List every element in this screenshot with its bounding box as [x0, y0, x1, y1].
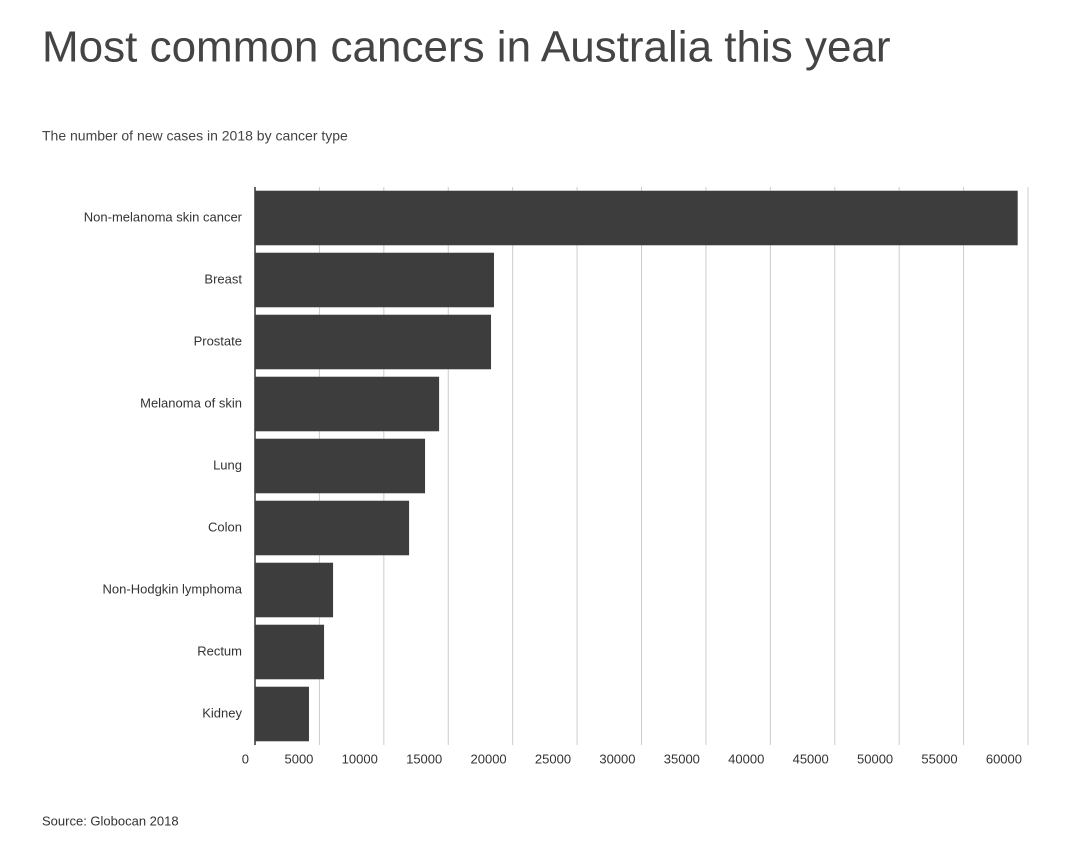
chart-subtitle: The number of new cases in 2018 by cance… — [42, 128, 348, 144]
chart-title: Most common cancers in Australia this ye… — [42, 23, 891, 72]
y-tick-label: Non-melanoma skin cancer — [84, 209, 243, 224]
x-tick-label: 55000 — [921, 751, 957, 766]
bar — [255, 438, 426, 494]
y-tick-label: Colon — [208, 519, 242, 534]
x-tick-label: 25000 — [535, 751, 571, 766]
x-tick-label: 0 — [242, 751, 249, 766]
y-tick-label: Kidney — [202, 705, 242, 720]
bar — [255, 252, 494, 308]
x-tick-label: 35000 — [664, 751, 700, 766]
y-tick-label: Melanoma of skin — [140, 395, 242, 410]
y-tick-label: Rectum — [197, 643, 242, 658]
y-tick-label: Breast — [204, 271, 242, 286]
x-tick-label: 30000 — [599, 751, 635, 766]
x-tick-label: 60000 — [986, 751, 1022, 766]
y-tick-label: Lung — [213, 457, 242, 472]
x-tick-label: 45000 — [793, 751, 829, 766]
x-tick-label: 10000 — [342, 751, 378, 766]
y-tick-label: Prostate — [194, 333, 242, 348]
y-tick-label: Non-Hodgkin lymphoma — [103, 581, 243, 596]
x-tick-label: 15000 — [406, 751, 442, 766]
bar — [255, 376, 440, 432]
x-tick-label: 40000 — [728, 751, 764, 766]
bar — [255, 190, 1018, 246]
bar — [255, 314, 492, 370]
x-tick-label: 20000 — [471, 751, 507, 766]
x-tick-label: 5000 — [284, 751, 313, 766]
bar — [255, 624, 325, 680]
bar — [255, 686, 309, 742]
source-note: Source: Globocan 2018 — [42, 813, 179, 828]
bar — [255, 562, 334, 618]
bar — [255, 500, 410, 556]
x-tick-label: 50000 — [857, 751, 893, 766]
